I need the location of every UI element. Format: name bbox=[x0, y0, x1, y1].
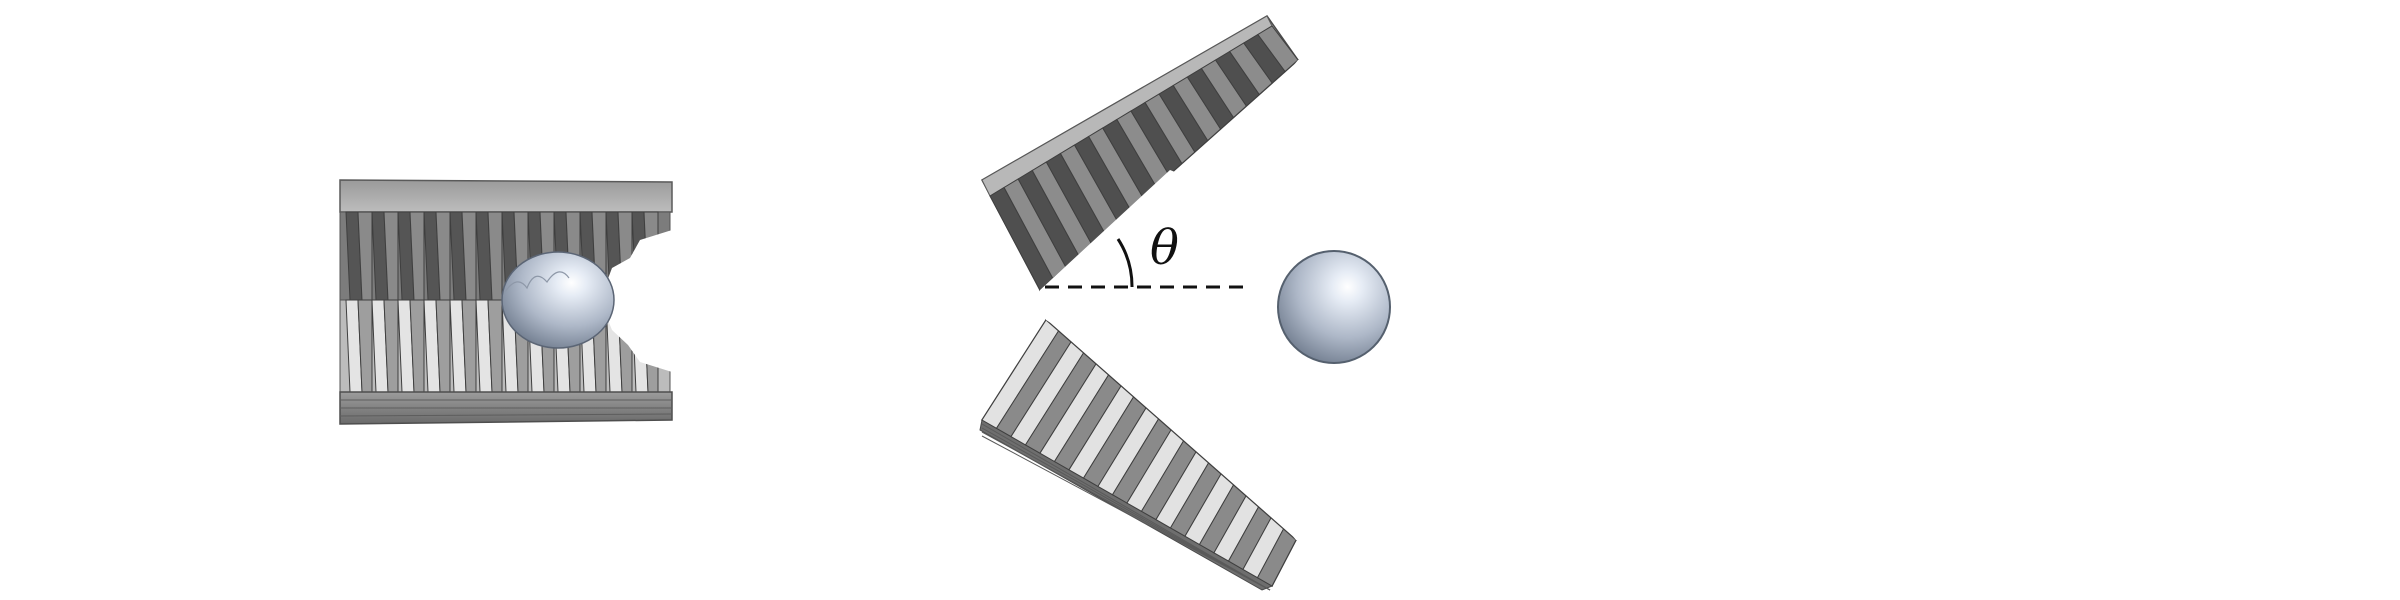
open-gripper-lower-jaw bbox=[979, 300, 1310, 591]
angle-label: θ bbox=[1150, 220, 1179, 276]
open-gripper-upper-jaw bbox=[980, 15, 1310, 300]
lower-jaw-stripe bbox=[981, 427, 1271, 591]
closed-gripper-right-opening bbox=[600, 228, 680, 372]
closed-gripper bbox=[339, 179, 680, 425]
lower-jaw-stripe bbox=[981, 423, 1271, 591]
lower-jaw-stripe bbox=[981, 435, 1271, 591]
closed-gripper-top-band bbox=[339, 179, 673, 213]
free-sphere bbox=[1277, 250, 1391, 364]
lower-jaw-stripe bbox=[981, 431, 1271, 591]
open-gripper: θ bbox=[979, 15, 1391, 591]
angle-arc bbox=[1116, 238, 1134, 288]
held-sphere bbox=[501, 251, 615, 349]
closed-gripper-bottom-stripes bbox=[339, 399, 673, 417]
